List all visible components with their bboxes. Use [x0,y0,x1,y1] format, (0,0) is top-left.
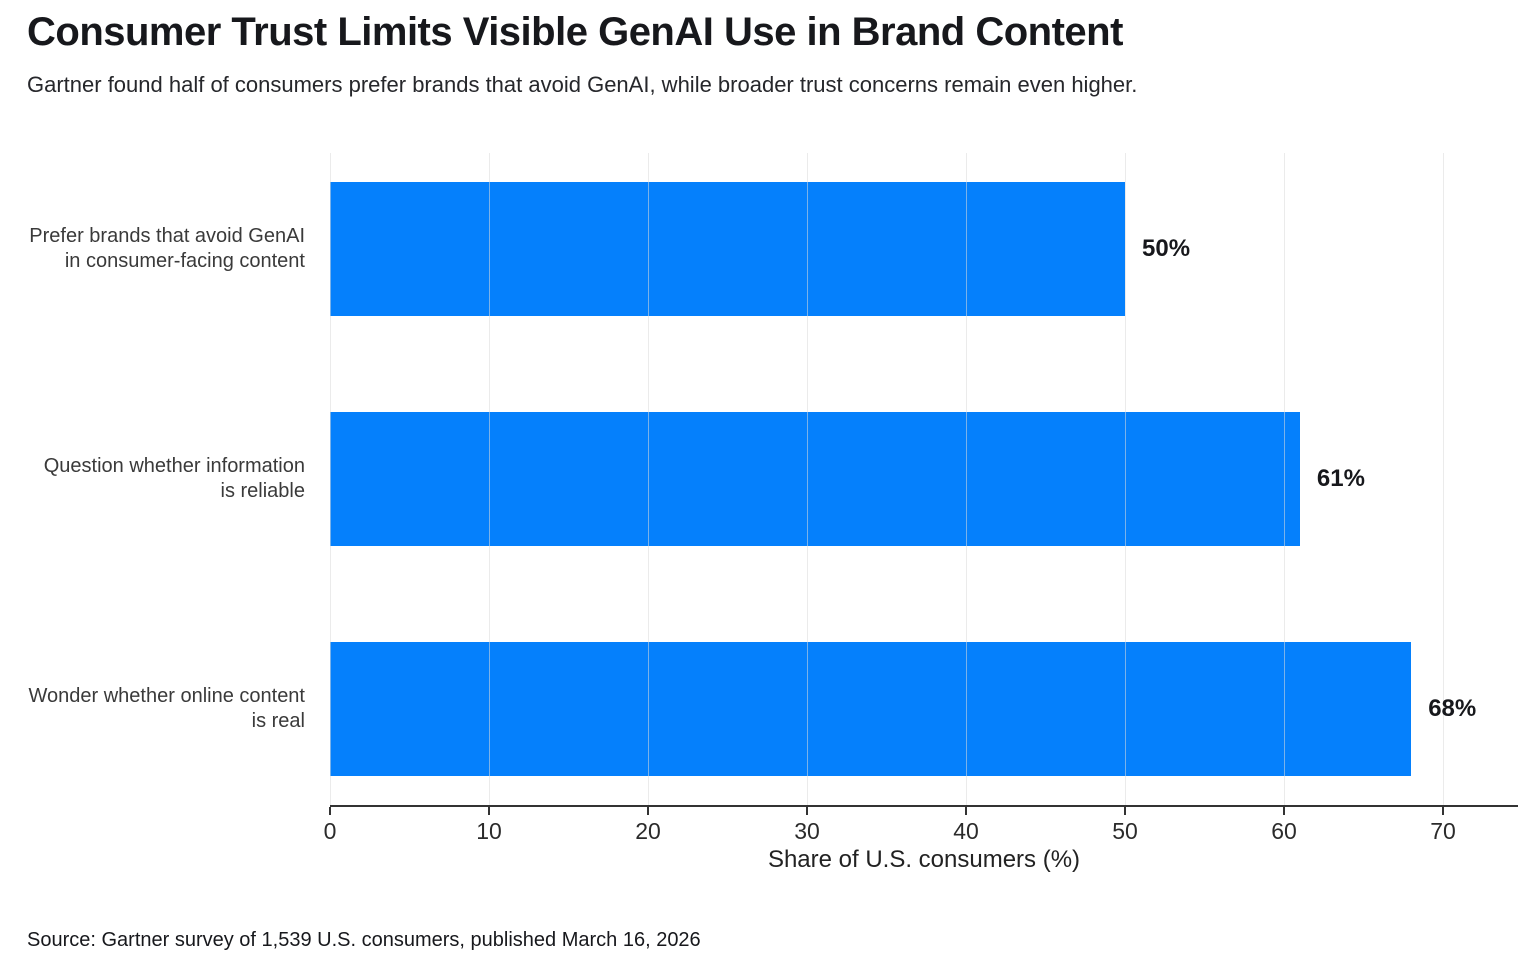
category-label-line: Question whether information [43,455,305,477]
gridline [329,153,331,805]
bar [330,182,1125,316]
bar-value-label: 68% [1428,695,1477,722]
category-label: Question whether information is reliable [0,412,305,546]
bar [330,642,1412,776]
x-axis-tick [806,807,808,815]
x-axis-line [330,805,1518,807]
x-axis-tick [1283,807,1285,815]
category-label: Wonder whether online content is real [0,642,305,776]
x-axis-title: Share of U.S. consumers (%) [767,846,1081,873]
bar-value-label: 61% [1316,465,1365,492]
gridline [965,153,967,805]
x-axis-tick [329,807,331,815]
x-axis-tick [965,807,967,815]
category-label-line: is real [251,710,305,732]
category-label-line: Wonder whether online content [28,685,305,707]
x-axis-tick [1442,807,1444,815]
gridline [806,153,808,805]
x-axis-tick-label: 60 [1271,818,1297,844]
source-note: Source: Gartner survey of 1,539 U.S. con… [27,929,701,951]
category-label-line: Prefer brands that avoid GenAI [29,225,305,247]
x-axis-tick [647,807,649,815]
x-axis-tick-label: 50 [1112,818,1138,844]
x-axis-tick [1124,807,1126,815]
gridline [1124,153,1126,805]
x-axis-tick-label: 0 [323,818,337,844]
category-label-line: is reliable [220,480,305,502]
x-axis-tick-label: 20 [635,818,661,844]
category-label: Prefer brands that avoid GenAI in consume… [0,182,305,316]
x-axis-tick-label: 30 [794,818,820,844]
x-axis-tick-label: 70 [1430,818,1456,844]
bar [330,412,1300,546]
x-axis-tick-label: 40 [953,818,979,844]
gridline [488,153,490,805]
gridline [647,153,649,805]
page-title: Consumer Trust Limits Visible GenAI Use … [27,10,1123,54]
gridline [1283,153,1285,805]
x-axis-tick [488,807,490,815]
category-label-line: in consumer-facing content [64,250,305,272]
page-subtitle: Gartner found half of consumers prefer b… [27,72,1138,97]
x-axis-tick-label: 10 [476,818,502,844]
bar-value-label: 50% [1142,235,1191,262]
gridline [1442,153,1444,805]
